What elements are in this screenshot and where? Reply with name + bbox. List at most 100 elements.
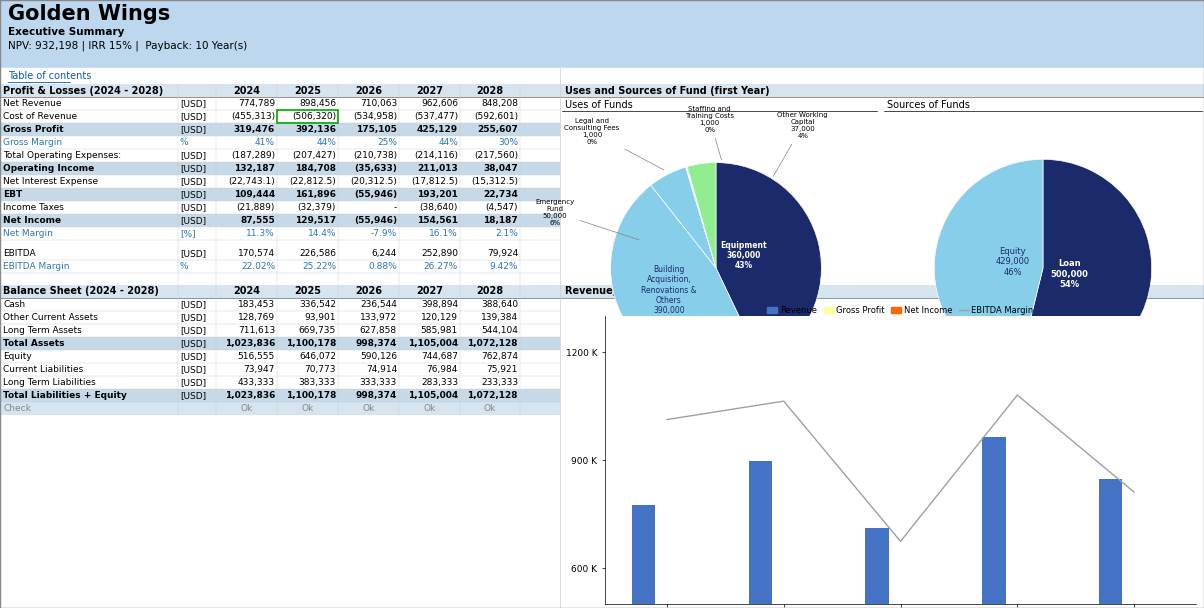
Text: [USD]: [USD] <box>181 112 206 121</box>
Bar <box>560 99 883 111</box>
Bar <box>0 201 560 214</box>
Text: (214,116): (214,116) <box>414 151 458 160</box>
Text: 22,734: 22,734 <box>483 190 518 199</box>
Bar <box>0 149 560 162</box>
Text: Equity: Equity <box>2 352 31 361</box>
Text: 1,100,178: 1,100,178 <box>285 339 336 348</box>
Bar <box>0 188 560 201</box>
Text: (217,560): (217,560) <box>474 151 518 160</box>
Bar <box>0 84 560 97</box>
Text: [USD]: [USD] <box>181 378 206 387</box>
Bar <box>0 298 560 311</box>
Text: 193,201: 193,201 <box>417 190 458 199</box>
Text: 392,136: 392,136 <box>295 125 336 134</box>
Bar <box>866 528 889 608</box>
Text: 252,890: 252,890 <box>421 249 458 258</box>
Text: Ok: Ok <box>424 404 436 413</box>
Text: EBITDA: EBITDA <box>2 249 36 258</box>
Text: (22,743.1): (22,743.1) <box>229 177 275 186</box>
Text: [%]: [%] <box>181 229 195 238</box>
Text: Uses and Sources of Fund (first Year): Uses and Sources of Fund (first Year) <box>565 86 769 95</box>
Text: 109,444: 109,444 <box>234 190 275 199</box>
Text: 383,333: 383,333 <box>299 378 336 387</box>
Text: 87,555: 87,555 <box>241 216 275 225</box>
Bar <box>277 110 338 123</box>
Text: (537,477): (537,477) <box>414 112 458 121</box>
Text: 1,072,128: 1,072,128 <box>467 339 518 348</box>
Text: 425,129: 425,129 <box>417 125 458 134</box>
Text: 2024: 2024 <box>234 86 260 95</box>
Bar <box>0 214 560 227</box>
Text: -: - <box>394 203 397 212</box>
Text: [USD]: [USD] <box>181 249 206 258</box>
Wedge shape <box>651 167 716 268</box>
Text: (455,313): (455,313) <box>231 112 275 121</box>
Text: [USD]: [USD] <box>181 216 206 225</box>
Text: 44%: 44% <box>317 138 336 147</box>
Text: 762,874: 762,874 <box>482 352 518 361</box>
Text: 70,773: 70,773 <box>305 365 336 374</box>
Text: 226,586: 226,586 <box>299 249 336 258</box>
Bar <box>0 136 560 149</box>
Bar <box>0 175 560 188</box>
Text: 6,244: 6,244 <box>372 249 397 258</box>
Text: 2024: 2024 <box>234 286 260 297</box>
Bar <box>0 0 1204 68</box>
Text: [USD]: [USD] <box>181 326 206 335</box>
Text: [USD]: [USD] <box>181 164 206 173</box>
Text: %: % <box>181 138 189 147</box>
Text: 175,105: 175,105 <box>356 125 397 134</box>
Text: Table of contents: Table of contents <box>8 71 92 81</box>
Bar <box>560 285 1204 298</box>
Text: EBITDA Margin: EBITDA Margin <box>2 262 70 271</box>
Text: (187,289): (187,289) <box>231 151 275 160</box>
Bar <box>0 363 560 376</box>
Text: (592,601): (592,601) <box>474 112 518 121</box>
Text: Legal and
Consulting Fees
1,000
0%: Legal and Consulting Fees 1,000 0% <box>565 118 663 170</box>
Wedge shape <box>685 167 716 268</box>
Text: (20,312.5): (20,312.5) <box>350 177 397 186</box>
Text: 774,789: 774,789 <box>238 99 275 108</box>
Wedge shape <box>687 162 716 268</box>
Text: [USD]: [USD] <box>181 151 206 160</box>
Text: [USD]: [USD] <box>181 190 206 199</box>
Text: 22.02%: 22.02% <box>241 262 275 271</box>
Text: 93,901: 93,901 <box>305 313 336 322</box>
Text: 38,047: 38,047 <box>483 164 518 173</box>
Text: 183,453: 183,453 <box>238 300 275 309</box>
Text: 283,333: 283,333 <box>421 378 458 387</box>
Text: 333,333: 333,333 <box>360 378 397 387</box>
Text: Cash: Cash <box>2 300 25 309</box>
Wedge shape <box>1017 159 1152 377</box>
Text: [USD]: [USD] <box>181 99 206 108</box>
Text: EBT: EBT <box>2 190 22 199</box>
Text: Other Working
Capital
37,000
4%: Other Working Capital 37,000 4% <box>773 112 828 176</box>
Text: (506,320): (506,320) <box>291 112 336 121</box>
Text: 0.88%: 0.88% <box>368 262 397 271</box>
Text: Check: Check <box>2 404 31 413</box>
Text: 170,574: 170,574 <box>238 249 275 258</box>
Text: 585,981: 585,981 <box>420 326 458 335</box>
Text: Emergency
Fund
50,000
6%: Emergency Fund 50,000 6% <box>535 199 639 240</box>
Text: 388,640: 388,640 <box>480 300 518 309</box>
Bar <box>749 460 772 608</box>
Text: 161,896: 161,896 <box>295 190 336 199</box>
Text: 646,072: 646,072 <box>299 352 336 361</box>
Text: 16.1%: 16.1% <box>430 229 458 238</box>
Bar <box>0 402 560 415</box>
Text: Profit & Losses (2024 - 2028): Profit & Losses (2024 - 2028) <box>2 86 164 95</box>
Text: Net Margin: Net Margin <box>2 229 53 238</box>
Text: Executive Summary: Executive Summary <box>8 27 124 37</box>
Text: 133,972: 133,972 <box>360 313 397 322</box>
Text: Ok: Ok <box>301 404 313 413</box>
Text: Loan
500,000
54%: Loan 500,000 54% <box>1051 259 1088 289</box>
Bar <box>1099 478 1122 608</box>
Text: [USD]: [USD] <box>181 339 206 348</box>
Bar <box>883 99 1204 111</box>
Text: 132,187: 132,187 <box>234 164 275 173</box>
Bar <box>0 68 1204 84</box>
Text: 398,894: 398,894 <box>421 300 458 309</box>
Text: 184,708: 184,708 <box>295 164 336 173</box>
Bar <box>0 97 560 110</box>
Text: Equity
429,000
46%: Equity 429,000 46% <box>996 247 1029 277</box>
